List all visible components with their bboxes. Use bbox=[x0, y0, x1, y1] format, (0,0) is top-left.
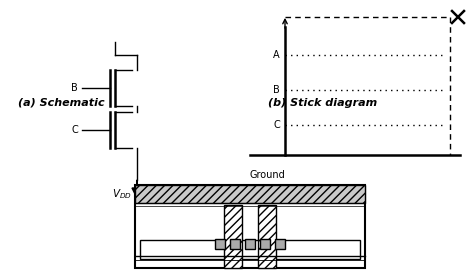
Bar bbox=[260, 239, 270, 249]
Bar bbox=[140, 240, 360, 259]
Bar bbox=[215, 239, 225, 249]
Text: C: C bbox=[71, 125, 78, 135]
Text: $V_{DD}$: $V_{DD}$ bbox=[112, 187, 132, 201]
Text: A: A bbox=[273, 50, 280, 60]
Text: B: B bbox=[71, 83, 78, 93]
Text: Ground: Ground bbox=[250, 170, 286, 180]
Bar bbox=[258, 205, 276, 268]
Text: B: B bbox=[273, 85, 280, 95]
Bar bbox=[135, 185, 365, 203]
Text: (a) Schematic: (a) Schematic bbox=[18, 98, 105, 108]
Bar bbox=[275, 239, 285, 249]
FancyArrow shape bbox=[132, 180, 142, 198]
Text: (b) Stick diagram: (b) Stick diagram bbox=[268, 98, 377, 108]
Bar bbox=[230, 239, 240, 249]
Text: C: C bbox=[273, 120, 280, 130]
Bar bbox=[245, 239, 255, 249]
Bar bbox=[224, 205, 242, 268]
Bar bbox=[135, 185, 365, 268]
